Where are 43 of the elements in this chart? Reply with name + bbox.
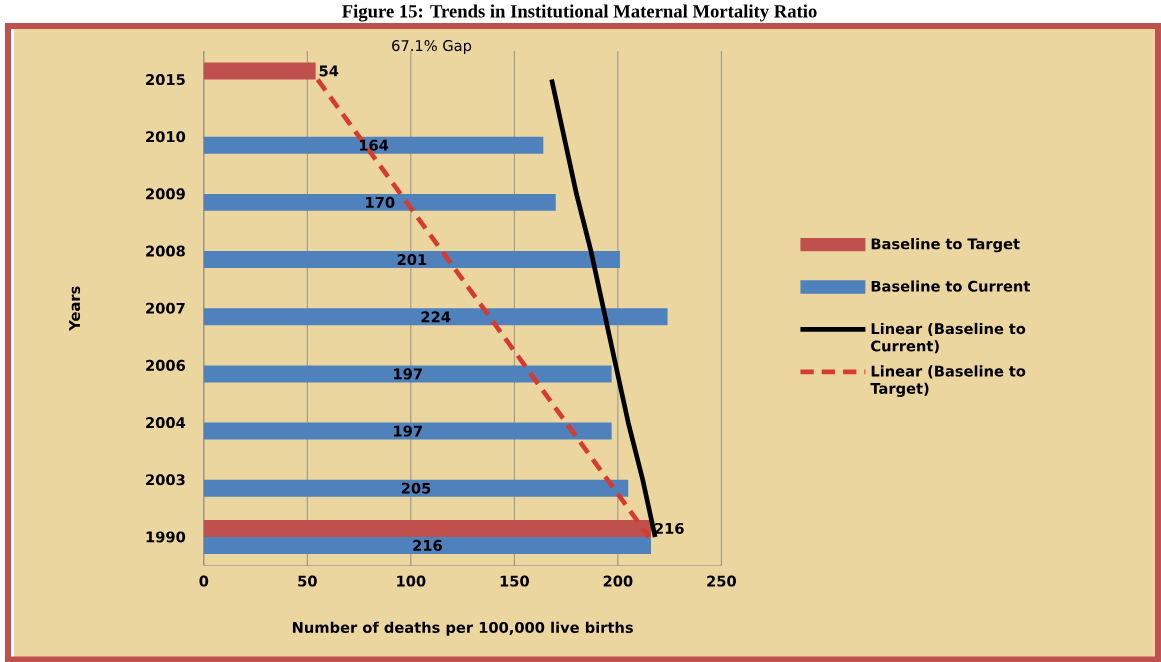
data-label: 197 (394, 425, 422, 437)
legend-label: Baseline to Target (871, 237, 1020, 253)
bar (203, 536, 651, 554)
y-tick-label: 2008 (146, 245, 185, 257)
data-label: 224 (421, 311, 451, 322)
y-tick-label: 2010 (146, 130, 186, 143)
y-tick-label: 2015 (146, 73, 185, 85)
data-label: 216 (413, 539, 442, 551)
legend-label: Baseline to Current (871, 280, 1031, 292)
x-tick-label: 0 (199, 575, 209, 587)
legend-label: Linear (Baseline to Current) (871, 322, 1026, 354)
annotation: 67.1% Gap (392, 39, 472, 54)
chart-title: Figure 15: Trends in Institutional Maternal Mortality Ratio (342, 4, 817, 22)
x-tick-label: 200 (603, 575, 633, 587)
x-tick-label: 150 (500, 575, 529, 587)
bar (203, 308, 668, 326)
y-tick-label: 2007 (146, 302, 185, 314)
data-label: 164 (359, 139, 389, 151)
x-tick-label: 100 (397, 575, 426, 587)
data-label: 216 (655, 522, 684, 534)
bar (203, 365, 612, 383)
data-label: 197 (394, 368, 422, 380)
data-label: 54 (319, 65, 339, 77)
y-axis-title: Years (69, 286, 81, 331)
data-label: 201 (397, 253, 427, 265)
bar (203, 479, 629, 497)
y-tick-label: 2006 (146, 359, 186, 371)
data-label: 205 (401, 482, 431, 494)
y-tick-label: 2004 (146, 416, 186, 428)
bar (203, 193, 556, 211)
x-tick-label: 50 (298, 575, 317, 587)
bar (203, 250, 620, 268)
bar (203, 519, 651, 537)
legend-label: Linear (Baseline to Target) (870, 365, 1026, 397)
y-tick-label: 2009 (146, 188, 185, 200)
x-tick-label: 250 (707, 575, 736, 587)
y-tick-label: 2003 (146, 474, 185, 486)
bar (203, 136, 544, 154)
y-tick-label: 1990 (146, 531, 186, 543)
x-axis-title: Number of deaths per 100,000 live births (292, 621, 633, 636)
bar (203, 62, 316, 80)
data-label: 170 (366, 196, 395, 208)
bar (203, 422, 612, 440)
